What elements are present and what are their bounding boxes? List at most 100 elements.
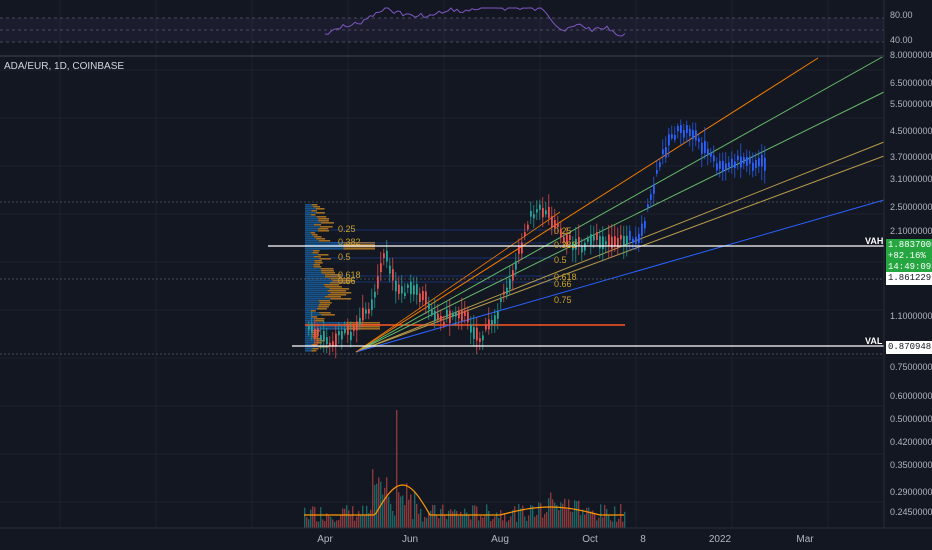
candle-body <box>617 237 619 249</box>
volume-bar <box>414 491 416 528</box>
candle-body <box>563 236 565 243</box>
volume-bar <box>592 510 594 528</box>
volume-bar <box>412 519 414 528</box>
candle-body <box>350 331 352 341</box>
candle-body <box>713 155 715 162</box>
volume-bar <box>406 483 408 528</box>
volume-profile-bar-up <box>305 248 344 250</box>
candle-body <box>596 232 598 240</box>
volume-bar <box>550 492 552 528</box>
volume-profile-bar-down <box>310 232 316 234</box>
volume-bar <box>498 518 500 528</box>
candle-body <box>413 285 415 295</box>
candle-body <box>728 162 730 167</box>
candle-body <box>320 335 322 341</box>
volume-profile-bar-down <box>319 302 332 304</box>
candle-body <box>308 325 310 330</box>
candle-body <box>392 269 394 281</box>
volume-bar <box>392 510 394 528</box>
candle-body <box>533 214 535 219</box>
volume-profile-bar-up <box>305 210 312 212</box>
candle-body <box>479 338 481 342</box>
volume-profile-bar-down <box>317 308 327 310</box>
volume-bar <box>506 521 508 528</box>
volume-bar <box>516 521 518 528</box>
volume-profile-bar-down <box>320 226 333 228</box>
volume-bar <box>408 499 410 528</box>
candle-body <box>383 253 385 258</box>
volume-profile-bar-down <box>329 288 350 290</box>
candle-body <box>716 163 718 171</box>
volume-bar <box>514 506 516 528</box>
volume-bar <box>396 410 398 528</box>
volume-bar <box>548 498 550 528</box>
volume-profile-bar-up <box>305 286 326 288</box>
candle-body <box>356 321 358 331</box>
volume-bar <box>418 513 420 528</box>
volume-profile-bar-up <box>305 288 330 290</box>
volume-profile-bar-up <box>305 204 312 206</box>
volume-profile-bar-down <box>314 260 322 262</box>
volume-bar <box>372 469 374 528</box>
candle-body <box>641 223 643 236</box>
volume-profile-bar-up <box>305 206 314 208</box>
volume-bar <box>598 517 600 528</box>
candle-body <box>503 291 505 295</box>
volume-bar <box>358 511 360 528</box>
volume-bar <box>510 516 512 528</box>
value-area-levels[interactable] <box>0 201 884 355</box>
candle-body <box>542 207 544 218</box>
volume-profile-bar-up <box>305 306 319 308</box>
candlesticks[interactable] <box>308 119 766 359</box>
candle-body <box>407 284 409 288</box>
volume-bar <box>556 505 558 528</box>
volume-profile-bar-up <box>305 232 311 234</box>
candle-body <box>611 236 613 249</box>
volume-bar <box>464 508 466 528</box>
candle-body <box>374 291 376 298</box>
candle-body <box>338 331 340 336</box>
candle-body <box>599 236 601 249</box>
volume-profile-bar-down <box>320 270 334 272</box>
volume-bar <box>526 520 528 528</box>
volume-profile-bar-down <box>319 258 331 260</box>
volume-bar <box>492 519 494 528</box>
symbol-label[interactable]: ADA/EUR, 1D, COINBASE <box>4 61 125 72</box>
candle-body <box>653 184 655 194</box>
volume-profile-bar-up <box>305 308 318 310</box>
volume-bar <box>482 517 484 528</box>
volume-bar <box>600 504 602 528</box>
volume-profile-bar-up <box>305 326 347 328</box>
candle-body <box>446 309 448 318</box>
volume-bar <box>394 515 396 528</box>
volume-profile-bar-up <box>305 258 320 260</box>
volume-profile-bar-down <box>318 240 331 242</box>
volume-profile-bar-down <box>320 268 334 270</box>
candle-body <box>737 155 739 161</box>
candle-body <box>593 235 595 241</box>
volume-bar <box>368 513 370 528</box>
candle-body <box>401 286 403 294</box>
volume-profile-bar-up <box>305 276 325 278</box>
volume-profile-bar-up <box>305 250 314 252</box>
volume-bar <box>338 520 340 528</box>
candle-body <box>710 152 712 157</box>
candle-body <box>461 309 463 321</box>
volume-profile-bar-up <box>305 316 312 318</box>
current-price-tag: 1.88370000 +82.16% 14:49:09 <box>886 239 932 274</box>
volume-bar <box>470 519 472 528</box>
volume-bar <box>604 504 606 528</box>
volume-profile-bar-down <box>313 330 320 332</box>
volume-profile-bar-down <box>330 298 352 300</box>
volume-bar <box>508 520 510 528</box>
volume-bar <box>456 511 458 528</box>
volume-profile-bar-up <box>305 262 315 264</box>
volume-profile-bar-down <box>313 206 321 208</box>
rsi-pane[interactable] <box>0 7 884 43</box>
fib-retracement[interactable] <box>330 229 555 283</box>
candle-body <box>497 311 499 319</box>
candle-body <box>740 156 742 168</box>
volume-bar <box>518 504 520 528</box>
